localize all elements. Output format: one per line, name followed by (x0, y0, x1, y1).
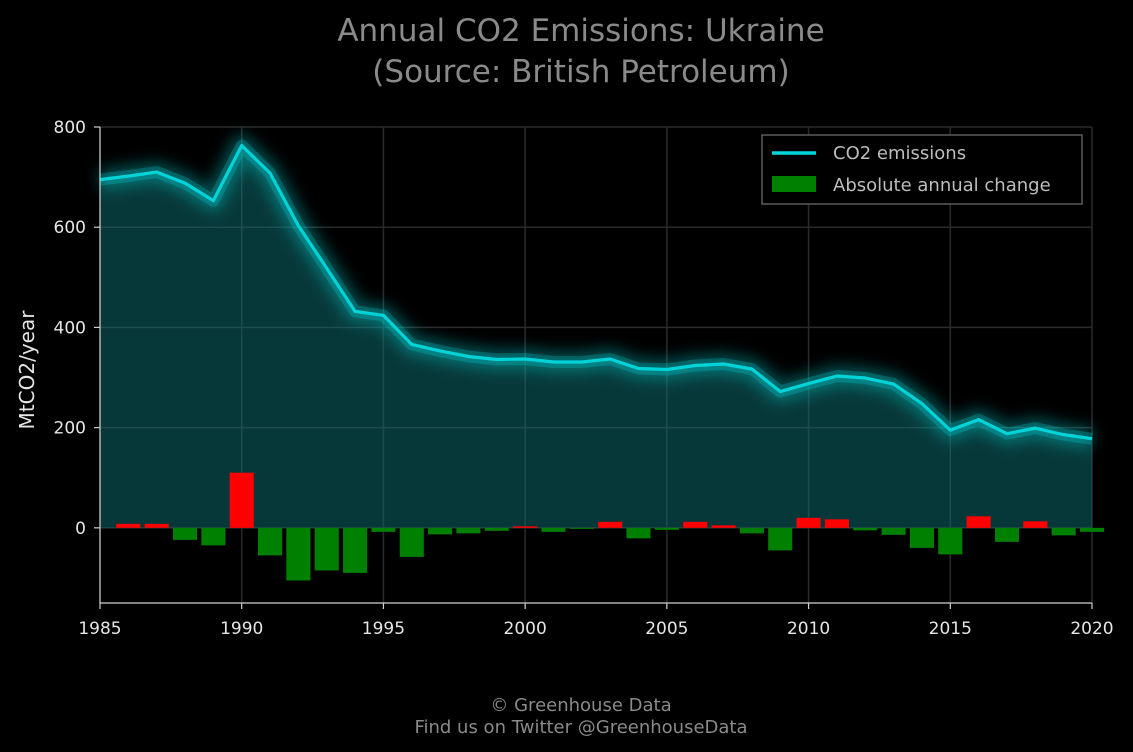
x-tick-label-2020: 2020 (1070, 619, 1113, 639)
area-fill (100, 145, 1092, 528)
change-bar-1988 (172, 527, 198, 540)
change-bar-2008 (739, 527, 764, 534)
chart-subtitle: (Source: British Petroleum) (372, 54, 789, 90)
footer-twitter: Find us on Twitter @GreenhouseData (414, 717, 747, 738)
y-axis-label: MtCO2/year (15, 310, 39, 430)
change-bar-1995 (371, 527, 396, 532)
x-tick-label-2010: 2010 (787, 619, 830, 639)
change-bar-1998 (456, 527, 481, 534)
change-bar-2018 (1023, 521, 1048, 528)
change-bar-2000 (513, 526, 538, 528)
change-bar-1996 (399, 527, 424, 557)
change-bar-1989 (201, 527, 226, 546)
x-tick-label-2005: 2005 (645, 619, 688, 639)
change-bar-2013 (881, 527, 906, 535)
y-tick-label-400: 400 (54, 318, 86, 338)
x-tick-label-2000: 2000 (504, 619, 547, 639)
emissions-line-group (98, 134, 1094, 450)
x-tick-label-1985: 1985 (78, 619, 121, 639)
emissions-area (100, 145, 1092, 528)
change-bar-1999 (484, 527, 509, 531)
change-bar-1987 (144, 523, 169, 528)
change-bar-1990 (229, 472, 254, 528)
legend: CO2 emissions Absolute annual change (761, 134, 1083, 205)
x-tick-label-1990: 1990 (220, 619, 263, 639)
change-bar-2011 (824, 519, 849, 528)
change-bar-2003 (598, 521, 623, 528)
change-bar-1991 (258, 527, 283, 556)
legend-bar-swatch (772, 176, 816, 192)
change-bar-2014 (909, 527, 934, 548)
change-bar-2016 (966, 516, 991, 528)
y-tick-label-600: 600 (54, 218, 86, 238)
change-bar-2015 (938, 527, 963, 555)
chart-title: Annual CO2 Emissions: Ukraine (337, 13, 824, 49)
change-bar-2001 (541, 527, 566, 532)
x-tick-label-1995: 1995 (362, 619, 405, 639)
emissions-line (99, 143, 1093, 441)
change-bar-2017 (994, 527, 1020, 542)
y-tick-label-800: 800 (54, 118, 86, 138)
change-bar-2009 (768, 527, 793, 551)
change-bar-1997 (428, 527, 453, 535)
change-bar-2012 (853, 527, 878, 531)
change-bar-2007 (711, 525, 736, 528)
axes: 1985 1990 1995 2000 2005 2010 2015 2020 0 200 400 6… (54, 118, 1114, 639)
footer-copyright: © Greenhouse Data (490, 695, 671, 716)
change-bar-2010 (796, 517, 821, 528)
y-tick-label-0: 0 (75, 519, 86, 539)
change-bar-1993 (314, 527, 339, 571)
change-bar-2019 (1051, 527, 1076, 536)
change-bar-2005 (654, 527, 679, 530)
change-bar-2006 (683, 521, 708, 528)
legend-label-change: Absolute annual change (833, 175, 1051, 196)
change-bar-1992 (286, 527, 311, 581)
change-bar-1994 (343, 527, 368, 573)
change-bar-2004 (626, 527, 651, 539)
x-tick-label-2015: 2015 (929, 619, 972, 639)
change-bar-2002 (569, 527, 594, 529)
change-bar-1986 (116, 523, 141, 528)
legend-box (761, 134, 1083, 205)
change-bar-2020 (1079, 527, 1105, 532)
legend-label-emissions: CO2 emissions (833, 143, 966, 164)
change-bars (116, 472, 1105, 581)
y-tick-label-200: 200 (54, 419, 86, 439)
